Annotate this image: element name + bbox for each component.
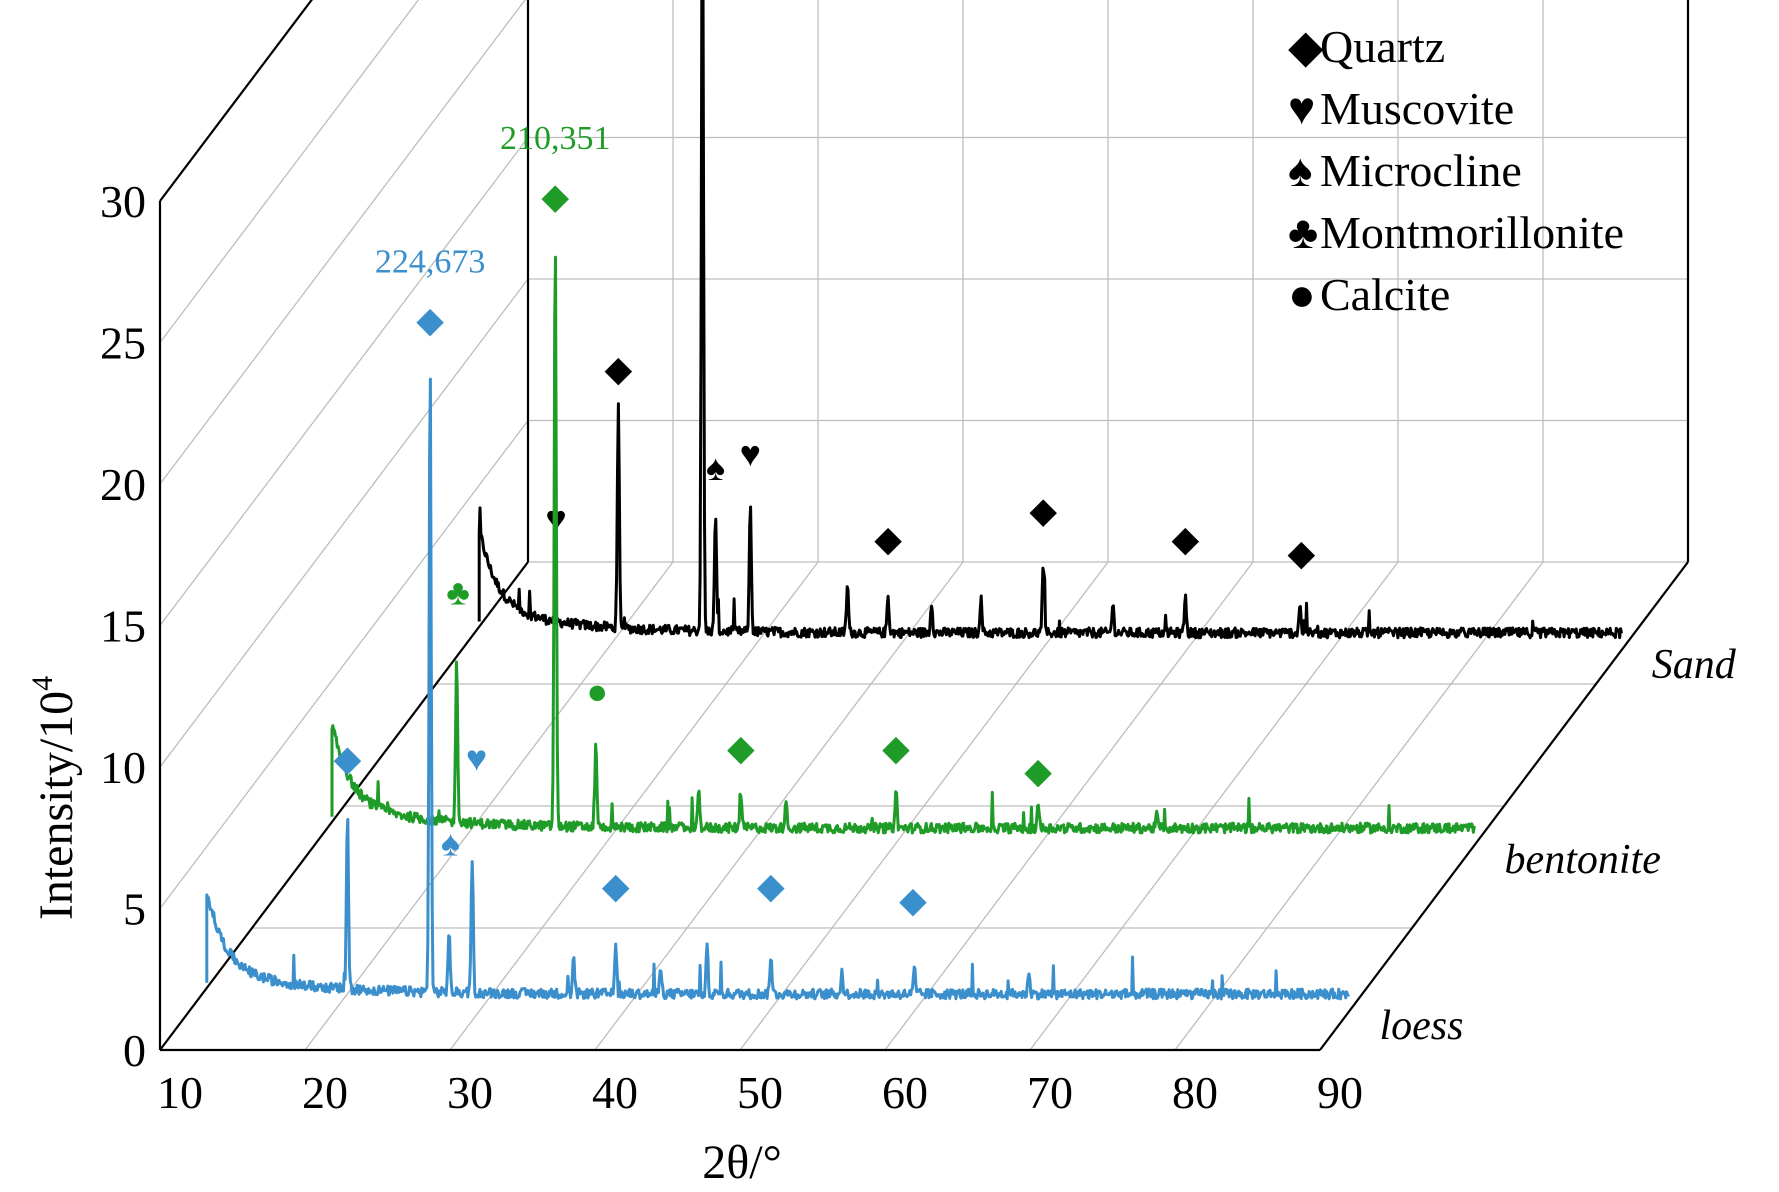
x-tick-label: 40	[592, 1067, 638, 1118]
legend-label: Microcline	[1320, 145, 1522, 196]
series-name-label: Sand	[1652, 642, 1737, 688]
series-bentonite: ♣ ◆ ● ◆ ◆ ◆ 210,351 bentonite	[330, 120, 1661, 883]
x-tick-label: 30	[447, 1067, 493, 1118]
series-loess: ◆ ◆ ♠ ♥ ◆ ◆ ◆ 224,673 loess	[205, 243, 1463, 1049]
phase-marker: ◆	[1024, 751, 1052, 791]
phase-marker: ◆	[1029, 490, 1057, 530]
main-peak-label: 210,351	[500, 120, 611, 157]
phase-marker: ●	[586, 672, 608, 712]
phase-marker: ◆	[416, 300, 444, 340]
wall-gridline	[159, 278, 1688, 768]
series-sand: ♥◆♠♥◆◆◆◆281,959Sand	[477, 0, 1737, 688]
x-tick-label: 80	[1172, 1067, 1218, 1118]
x-tick-label: 10	[157, 1067, 203, 1118]
y-tick-label: 10	[100, 742, 146, 793]
legend-symbol: ♠	[1288, 145, 1312, 196]
series-name-label: loess	[1379, 1003, 1463, 1049]
wall-gridline	[159, 0, 420, 343]
y-axis-title: Intensity/104	[26, 676, 83, 920]
phase-marker: ◆	[757, 866, 785, 906]
wall-gridline	[159, 0, 526, 485]
phase-marker: ♠	[706, 448, 725, 488]
y-axis-title-exponent: 4	[26, 676, 59, 691]
series-line	[205, 377, 1351, 1001]
phase-marker: ♣	[446, 572, 470, 612]
wall-gridline	[159, 419, 1688, 909]
phase-marker: ◆	[1171, 519, 1199, 559]
legend-symbol: ♥	[1288, 83, 1315, 134]
legend-symbol: ◆	[1288, 21, 1324, 72]
x-axis-title: 2θ/°	[702, 1136, 782, 1189]
phase-marker: ♥	[740, 434, 761, 474]
legend-symbol: ♣	[1288, 207, 1318, 258]
legend-label: Montmorillonite	[1320, 207, 1624, 258]
axes-frame	[158, 0, 1690, 1052]
series-name-label: bentonite	[1505, 837, 1661, 883]
series-line	[330, 255, 1476, 835]
series-layer: ♥◆♠♥◆◆◆◆281,959Sand♣◆●◆◆◆210,351bentonit…	[205, 0, 1737, 1049]
legend-label: Calcite	[1320, 269, 1450, 320]
y-tick-label: 30	[100, 176, 146, 227]
y-tick-label: 25	[100, 318, 146, 369]
phase-marker: ◆	[727, 728, 755, 768]
main-peak-label: 224,673	[375, 243, 486, 280]
x-tick-label: 60	[882, 1067, 928, 1118]
phase-marker: ◆	[899, 880, 927, 920]
phase-marker: ◆	[874, 519, 902, 559]
phase-marker: ♥	[466, 738, 487, 778]
y-tick-label: 0	[123, 1025, 146, 1076]
left-floor-edge	[159, 561, 529, 1051]
x-tick-label: 90	[1317, 1067, 1363, 1118]
y-tick-label: 20	[100, 459, 146, 510]
phase-marker: ♠	[441, 823, 460, 863]
phase-marker: ◆	[602, 866, 630, 906]
legend: ◆Quartz♥ Muscovite♠ Microcline♣ Montmorillo…	[1288, 21, 1624, 320]
legend-label: Muscovite	[1320, 83, 1514, 134]
y-tick-label: 15	[100, 601, 146, 652]
tick-labels: 10 20 30 40 50 60 70 80 90 0 5 10 15 20 25 30	[100, 176, 1363, 1118]
legend-symbol: ●	[1288, 269, 1316, 320]
y-axis-title-base: Intensity/10	[30, 691, 83, 920]
phase-marker: ◆	[541, 176, 569, 216]
legend-label: Quartz	[1320, 21, 1445, 72]
x-tick-label: 50	[737, 1067, 783, 1118]
phase-marker: ◆	[1287, 533, 1315, 573]
right-floor-edge	[1319, 561, 1689, 1051]
phase-marker: ◆	[334, 738, 362, 778]
series-line	[477, 0, 1623, 640]
top-left-edge	[159, 0, 313, 202]
x-tick-label: 20	[302, 1067, 348, 1118]
y-tick-label: 5	[123, 884, 146, 935]
phase-marker: ◆	[882, 728, 910, 768]
x-tick-label: 70	[1027, 1067, 1073, 1118]
phase-marker: ◆	[605, 349, 633, 389]
